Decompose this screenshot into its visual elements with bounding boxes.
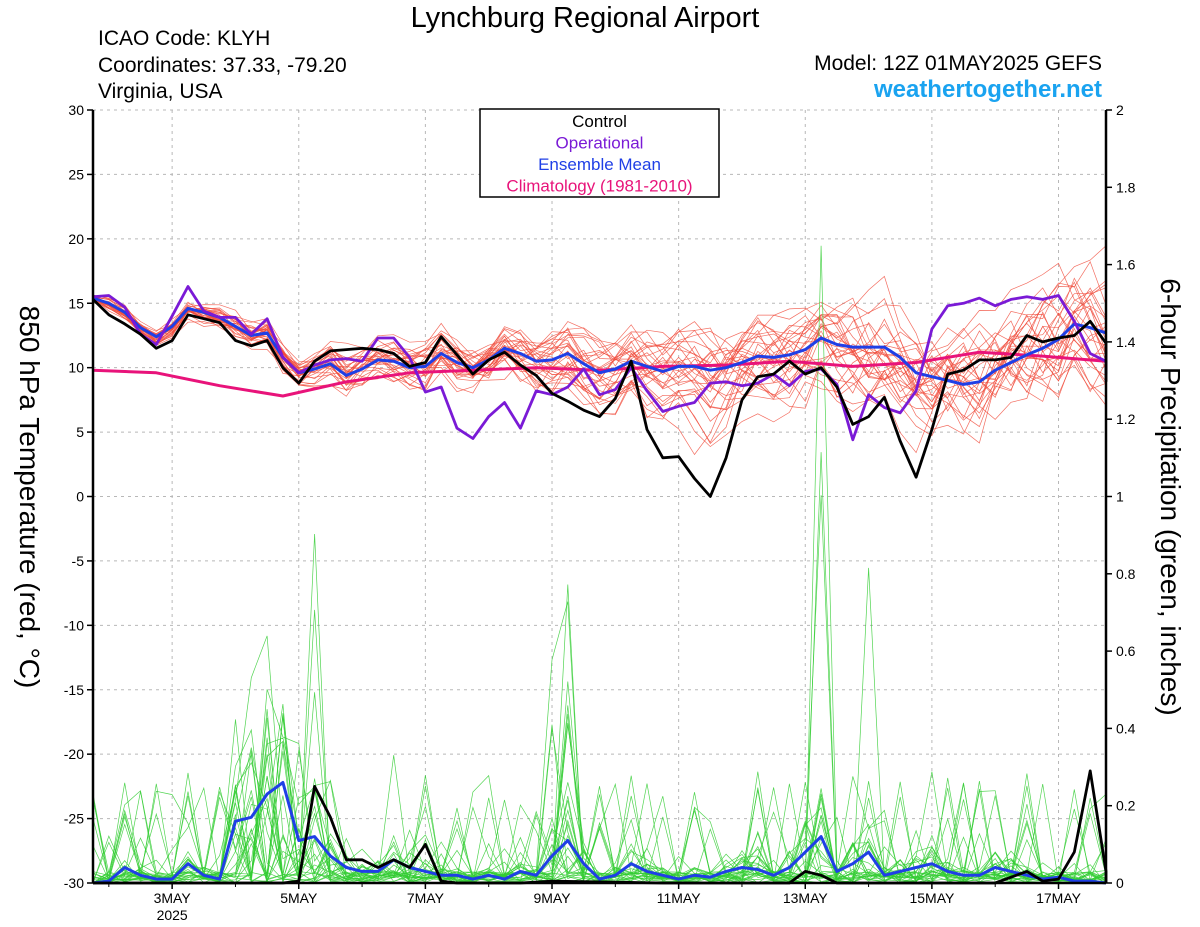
model-run: Model: 12Z 01MAY2025 GEFS	[814, 52, 1102, 75]
precipitation-member-line	[92, 689, 1107, 884]
temperature-member-line	[92, 300, 1107, 400]
left-tick-label: -5	[72, 553, 85, 569]
temperature-member-line	[92, 261, 1107, 456]
legend-box	[479, 108, 720, 198]
temperature-member-line	[92, 295, 1107, 444]
precipitation-member-line	[92, 715, 1107, 884]
x-tick-label: 7MAY	[407, 890, 445, 906]
right-tick-label: 1.8	[1116, 179, 1136, 195]
right-tick-label: 1.4	[1116, 334, 1136, 350]
temperature-member-line	[92, 297, 1107, 397]
temperature-member-line	[92, 287, 1107, 415]
climatology-1981-2010-temperature-line	[92, 350, 1107, 398]
left-tick-label: 10	[68, 360, 84, 376]
coordinates: Coordinates: 37.33, -79.20	[98, 54, 347, 77]
website-link[interactable]: weathertogether.net	[873, 76, 1102, 103]
control-temperature-line	[92, 298, 1108, 498]
legend-entry: Ensemble Mean	[538, 155, 661, 174]
temperature-member-line	[92, 296, 1107, 416]
axes: 302520151050-5-10-15-20-25-3021.81.61.41…	[64, 102, 1136, 923]
left-tick-label: 5	[76, 424, 84, 440]
precipitation-member-line	[92, 740, 1107, 884]
temperature-member-line	[92, 277, 1107, 420]
right-tick-label: 0	[1116, 875, 1124, 891]
x-tick-label: 5MAY	[280, 890, 318, 906]
x-tick-label: 11MAY	[657, 890, 701, 906]
x-tick-label: 13MAY	[783, 890, 829, 906]
icao-code: ICAO Code: KLYH	[98, 27, 271, 50]
x-tick-label: 9MAY	[533, 890, 571, 906]
temperature-members	[92, 245, 1107, 456]
precipitation-member-line	[92, 452, 1107, 884]
left-tick-label: 25	[68, 166, 84, 182]
grid	[93, 109, 1106, 884]
left-tick-label: -10	[64, 617, 84, 633]
left-tick-label: 15	[68, 295, 84, 311]
legend-entry: Operational	[556, 134, 644, 153]
legend-entry: Control	[572, 112, 627, 131]
right-tick-label: 1.2	[1116, 411, 1136, 427]
right-tick-label: 0.6	[1116, 643, 1136, 659]
legend: Control Operational Ensemble Mean Climatolo…	[479, 108, 720, 198]
ensemble-mean-temperature-line	[92, 296, 1107, 386]
temperature-member-line	[92, 280, 1107, 393]
left-tick-label: -30	[64, 875, 84, 891]
region: Virginia, USA	[98, 80, 223, 103]
right-tick-label: 2	[1116, 102, 1124, 118]
operational-temperature-line	[92, 285, 1108, 442]
right-tick-label: 0.4	[1116, 720, 1136, 736]
ensemble-mean-precipitation-line	[92, 781, 1107, 885]
left-tick-label: -20	[64, 746, 84, 762]
temperature-member-line	[92, 299, 1107, 400]
temperature-member-line	[92, 300, 1107, 419]
left-tick-label: 0	[76, 489, 84, 505]
left-tick-label: 20	[68, 231, 84, 247]
x-year-label: 2025	[157, 907, 188, 923]
right-tick-label: 1.6	[1116, 257, 1136, 273]
left-tick-label: -25	[64, 811, 84, 827]
right-tick-label: 1	[1116, 489, 1124, 505]
legend-entry: Climatology (1981-2010)	[506, 177, 692, 196]
left-tick-label: 30	[68, 102, 84, 118]
x-tick-label: 15MAY	[909, 890, 955, 906]
x-tick-label: 17MAY	[1036, 890, 1082, 906]
right-tick-label: 0.2	[1116, 798, 1136, 814]
chart-title: Lynchburg Regional Airport	[410, 2, 760, 34]
precipitation-member-line	[92, 717, 1107, 884]
left-tick-label: -15	[64, 682, 84, 698]
right-tick-label: 0.8	[1116, 566, 1136, 582]
x-tick-label: 3MAY	[154, 890, 192, 906]
